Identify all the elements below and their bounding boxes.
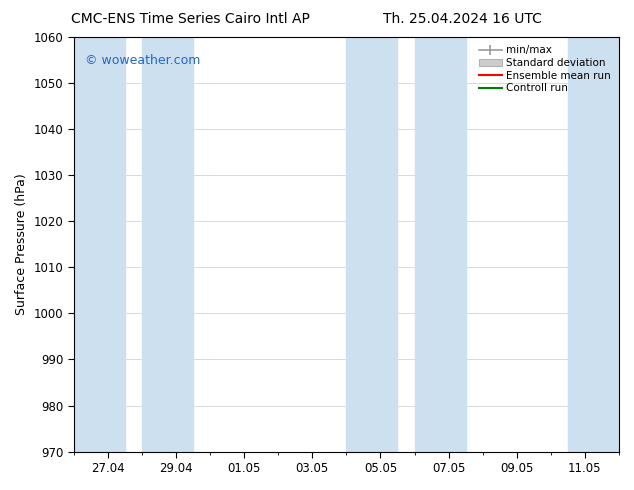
Text: Th. 25.04.2024 16 UTC: Th. 25.04.2024 16 UTC xyxy=(384,12,542,26)
Y-axis label: Surface Pressure (hPa): Surface Pressure (hPa) xyxy=(15,173,28,315)
Bar xyxy=(346,37,398,452)
Bar xyxy=(74,37,125,452)
Bar xyxy=(568,37,634,452)
Bar xyxy=(142,37,193,452)
Text: © woweather.com: © woweather.com xyxy=(84,54,200,67)
Text: CMC-ENS Time Series Cairo Intl AP: CMC-ENS Time Series Cairo Intl AP xyxy=(71,12,309,26)
Bar xyxy=(415,37,465,452)
Legend: min/max, Standard deviation, Ensemble mean run, Controll run: min/max, Standard deviation, Ensemble me… xyxy=(476,42,614,97)
